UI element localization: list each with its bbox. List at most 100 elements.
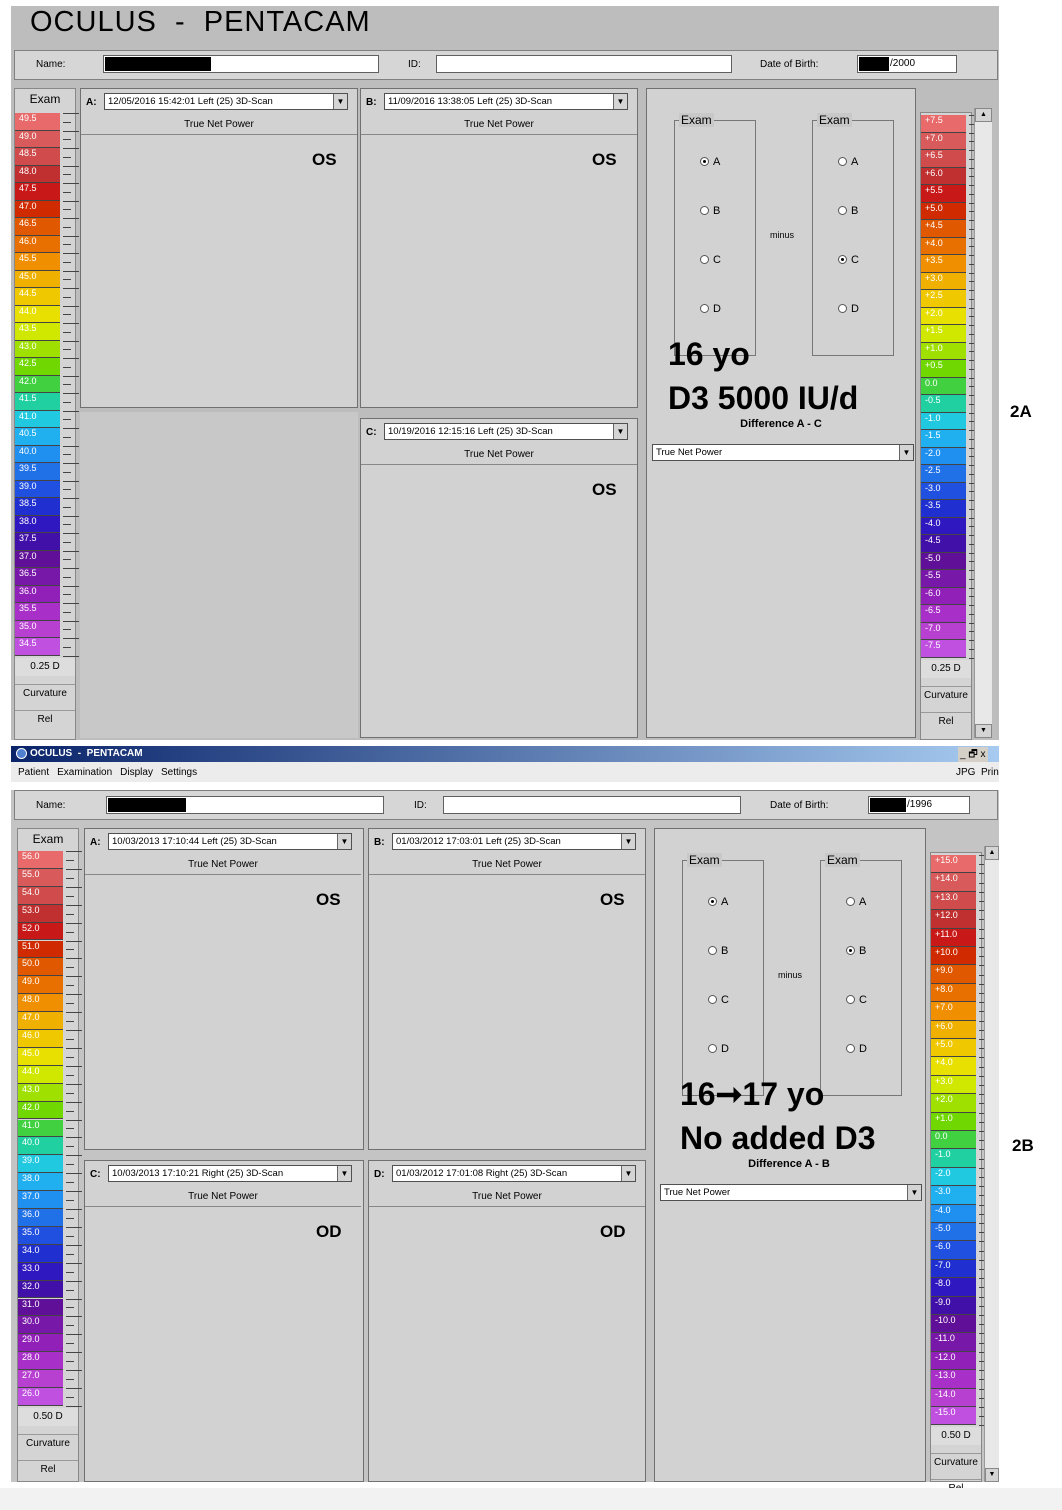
radio-icon[interactable]	[846, 1044, 855, 1053]
exam-select-a[interactable]: 10/03/2013 17:10:44 Left (25) 3D-Scan ▼	[108, 833, 352, 850]
radio-option[interactable]: A	[708, 896, 728, 908]
exam-select-c[interactable]: 10/03/2013 17:10:21 Right (25) 3D-Scan ▼	[108, 1165, 352, 1182]
radio-icon[interactable]	[846, 946, 855, 955]
radio-option[interactable]: B	[700, 205, 720, 217]
scale-tick	[63, 489, 71, 491]
radio-option[interactable]: B	[708, 945, 728, 957]
chevron-down-icon[interactable]: ▼	[333, 94, 347, 109]
scale-tick	[979, 882, 987, 884]
bottom-name-field[interactable]	[106, 796, 384, 814]
menu-right[interactable]: JPG Prin	[956, 767, 999, 778]
scale-tick	[63, 200, 79, 202]
chevron-down-icon[interactable]: ▼	[337, 834, 351, 849]
radio-icon[interactable]	[700, 206, 709, 215]
scale-scale-rel[interactable]: Rel	[18, 1459, 78, 1478]
chevron-down-icon[interactable]: ▼	[613, 424, 627, 439]
scale-scale-type[interactable]: Curvature	[15, 683, 75, 702]
radio-icon[interactable]	[838, 157, 847, 166]
chevron-down-icon[interactable]: ▼	[613, 94, 627, 109]
scroll-up-button[interactable]: ▲	[975, 108, 992, 122]
radio-icon[interactable]	[846, 897, 855, 906]
scale-scale-type[interactable]: Curvature	[18, 1433, 78, 1452]
chevron-down-icon[interactable]: ▼	[899, 445, 913, 460]
scale-tick	[66, 1379, 74, 1381]
scale-cell: +5.5	[921, 185, 966, 203]
map-label-c: C:	[366, 426, 377, 438]
radio-icon[interactable]	[708, 995, 717, 1004]
radio-option[interactable]: B	[838, 205, 858, 217]
scroll-down-button[interactable]: ▼	[975, 724, 992, 738]
chevron-down-icon[interactable]: ▼	[621, 1166, 635, 1181]
scale-cell: 48.5	[15, 148, 60, 166]
bottom-window-title: OCULUS - PENTACAM	[30, 748, 143, 759]
scale-scale-rel[interactable]: Rel	[15, 709, 75, 728]
top-dob-field[interactable]: /2000	[857, 55, 957, 73]
radio-option[interactable]: D	[846, 1043, 867, 1055]
exam-select-d[interactable]: 01/03/2012 17:01:08 Right (25) 3D-Scan ▼	[392, 1165, 636, 1182]
bottom-dob-field[interactable]: /1996	[868, 796, 970, 814]
scroll-down-button[interactable]: ▼	[985, 1468, 999, 1482]
exam-select-b[interactable]: 11/09/2016 13:38:05 Left (25) 3D-Scan ▼	[384, 93, 628, 110]
radio-icon[interactable]	[700, 157, 709, 166]
radio-option[interactable]: D	[700, 303, 721, 315]
scroll-up-button[interactable]: ▲	[985, 846, 999, 860]
scale-scale-type[interactable]: Curvature	[921, 685, 971, 704]
scale-cell: 47.0	[18, 1012, 63, 1030]
map-label-b: B:	[366, 96, 377, 108]
top-scrollbar[interactable]: ▲ ▼	[974, 108, 992, 738]
radio-icon[interactable]	[708, 946, 717, 955]
chevron-down-icon[interactable]: ▼	[907, 1185, 921, 1200]
scale-cell: 41.5	[15, 393, 60, 411]
diff-select-value: True Net Power	[664, 1187, 731, 1198]
menu-patient[interactable]: Patient	[18, 767, 50, 778]
scale-cell: +1.0	[931, 1112, 976, 1131]
radio-icon[interactable]	[708, 897, 717, 906]
radio-option[interactable]: A	[846, 896, 866, 908]
scale-tick	[63, 288, 79, 289]
scale-cell: +13.0	[931, 891, 976, 911]
radio-icon[interactable]	[846, 995, 855, 1004]
map-label-d: D:	[374, 1168, 385, 1180]
top-name-field[interactable]	[103, 55, 379, 73]
bottom-footer	[0, 1488, 1062, 1510]
exam-select-value: 01/03/2012 17:03:01 Left (25) 3D-Scan	[396, 836, 561, 847]
menu-examination[interactable]: Examination	[57, 767, 113, 778]
bottom-scrollbar[interactable]: ▲ ▼	[984, 846, 999, 1482]
radio-icon[interactable]	[700, 255, 709, 264]
chevron-down-icon[interactable]: ▼	[337, 1166, 351, 1181]
menu-settings[interactable]: Settings	[160, 767, 198, 778]
radio-option[interactable]: C	[700, 254, 721, 266]
top-id-field[interactable]	[436, 55, 732, 73]
diff-map-select[interactable]: True Net Power ▼	[660, 1184, 922, 1201]
scale-scale-rel[interactable]: Rel	[921, 711, 971, 730]
radio-icon[interactable]	[700, 304, 709, 313]
bottom-id-field[interactable]	[443, 796, 741, 814]
radio-label: C	[713, 254, 721, 266]
scale-tick	[63, 611, 71, 613]
scale-cell: -2.0	[921, 447, 966, 465]
radio-option[interactable]: C	[838, 254, 859, 266]
annotation-age: 16➞17 yo	[680, 1076, 825, 1112]
diff-map-select[interactable]: True Net Power ▼	[652, 444, 914, 461]
topography-map: 90°60°30°0°330°300°270°240°210°180°150°1…	[80, 136, 358, 408]
radio-option[interactable]: D	[708, 1043, 729, 1055]
window-controls[interactable]: _ 🗗 x	[958, 747, 988, 764]
radio-icon[interactable]	[838, 255, 847, 264]
radio-option[interactable]: C	[708, 994, 729, 1006]
radio-option[interactable]: C	[846, 994, 867, 1006]
radio-option[interactable]: A	[700, 156, 720, 168]
top-map-a	[80, 88, 358, 408]
radio-option[interactable]: B	[846, 945, 866, 957]
radio-icon[interactable]	[708, 1044, 717, 1053]
scale-scale-type[interactable]: Curvature	[931, 1453, 981, 1471]
radio-option[interactable]: A	[838, 156, 858, 168]
exam-select-c[interactable]: 10/19/2016 12:15:16 Left (25) 3D-Scan ▼	[384, 423, 628, 440]
menu-display[interactable]: Display	[120, 767, 153, 778]
scale-tick	[66, 1173, 82, 1175]
exam-select-a[interactable]: 12/05/2016 15:42:01 Left (25) 3D-Scan ▼	[104, 93, 348, 110]
exam-select-b[interactable]: 01/03/2012 17:03:01 Left (25) 3D-Scan ▼	[392, 833, 636, 850]
radio-icon[interactable]	[838, 206, 847, 215]
radio-icon[interactable]	[838, 304, 847, 313]
radio-option[interactable]: D	[838, 303, 859, 315]
chevron-down-icon[interactable]: ▼	[621, 834, 635, 849]
